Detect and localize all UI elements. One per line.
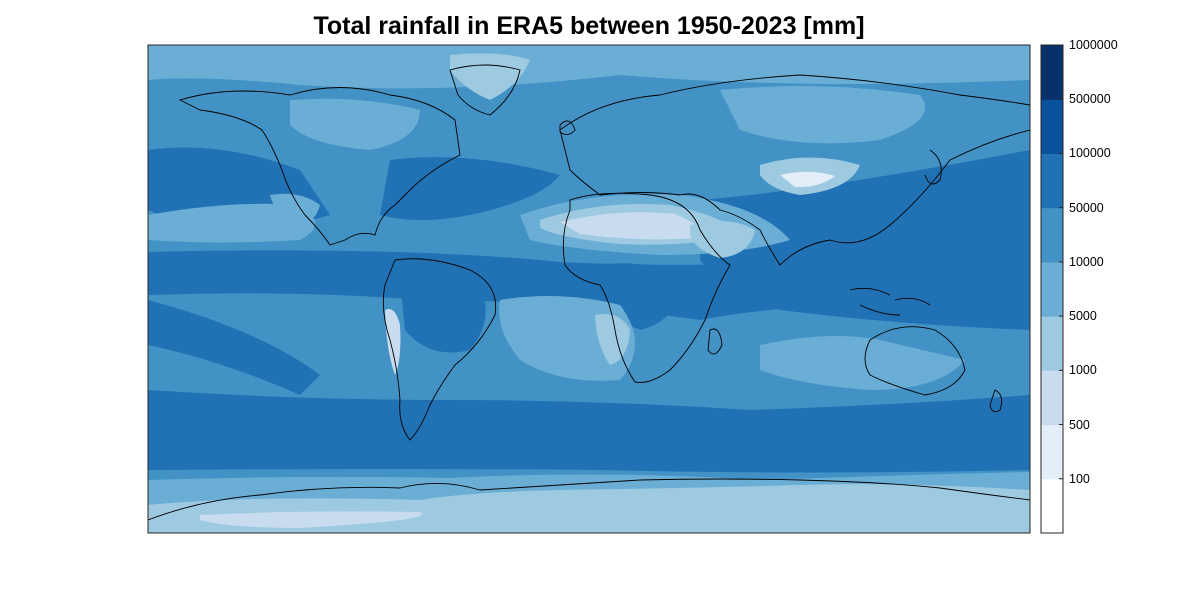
southern-ocean-band xyxy=(148,390,1030,473)
arabia-dry xyxy=(690,221,755,258)
arctic-dry xyxy=(148,45,1030,89)
east-pacific-dry xyxy=(148,203,315,243)
colorbar-segment xyxy=(1041,99,1063,154)
africa-coast xyxy=(562,192,731,383)
north-atlantic-band xyxy=(380,157,560,220)
uk-coast xyxy=(559,120,576,135)
tibet-core xyxy=(780,171,835,188)
madagascar-coast xyxy=(707,328,723,355)
canada-moderate xyxy=(290,98,420,150)
colorbar-tick-label: 500 xyxy=(1069,417,1090,432)
colorbar-segment xyxy=(1041,424,1063,480)
colorbar-tick-label: 10000 xyxy=(1069,254,1104,269)
south-pacific-convergence xyxy=(148,300,320,395)
siberia-moderate xyxy=(720,86,925,144)
atacama-dry xyxy=(385,309,401,375)
south-america-coast xyxy=(382,258,497,441)
colorbar-tick-label: 100 xyxy=(1069,471,1090,486)
eurasia-coast xyxy=(559,74,1030,266)
colorbar-tick-label: 500000 xyxy=(1069,92,1111,107)
colorbar-tick-label: 50000 xyxy=(1069,200,1104,215)
antarctica-coast xyxy=(148,478,1030,521)
namib-dry xyxy=(595,314,630,365)
colorbar-tick-label: 100000 xyxy=(1069,146,1111,161)
north-america-coast xyxy=(178,87,461,246)
colorbar-segment xyxy=(1041,261,1063,317)
map-title: Total rainfall in ERA5 between 1950-2023… xyxy=(313,12,865,40)
japan-coast xyxy=(924,149,942,185)
colorbar-segment xyxy=(1041,45,1063,100)
colorbar-tick-label: 5000 xyxy=(1069,309,1097,324)
greenland-coast xyxy=(449,64,521,116)
greenland-dry xyxy=(450,53,530,100)
colorbar-segment xyxy=(1041,153,1063,209)
colorbar-segment xyxy=(1041,207,1063,263)
colorbar-frame xyxy=(1040,44,1064,534)
new-zealand-coast xyxy=(989,389,1003,413)
colorbar-tick-label: 1000000 xyxy=(1069,38,1118,52)
colorbar-segment xyxy=(1041,370,1063,426)
colorbar-tick-label: 1000 xyxy=(1069,363,1097,378)
amazon-wet xyxy=(400,273,486,353)
map-fill-layer xyxy=(148,45,1030,533)
antarctica-core xyxy=(200,511,423,528)
australia-coast xyxy=(864,326,966,396)
colorbar-segment xyxy=(1041,478,1063,534)
plot-frame xyxy=(147,44,1031,534)
sahara-core xyxy=(560,212,701,240)
colorbar xyxy=(1040,44,1064,534)
colorbar-segment xyxy=(1041,316,1063,371)
indonesia-coast xyxy=(849,287,931,316)
coastlines xyxy=(148,64,1030,521)
australia-dry xyxy=(760,336,965,390)
